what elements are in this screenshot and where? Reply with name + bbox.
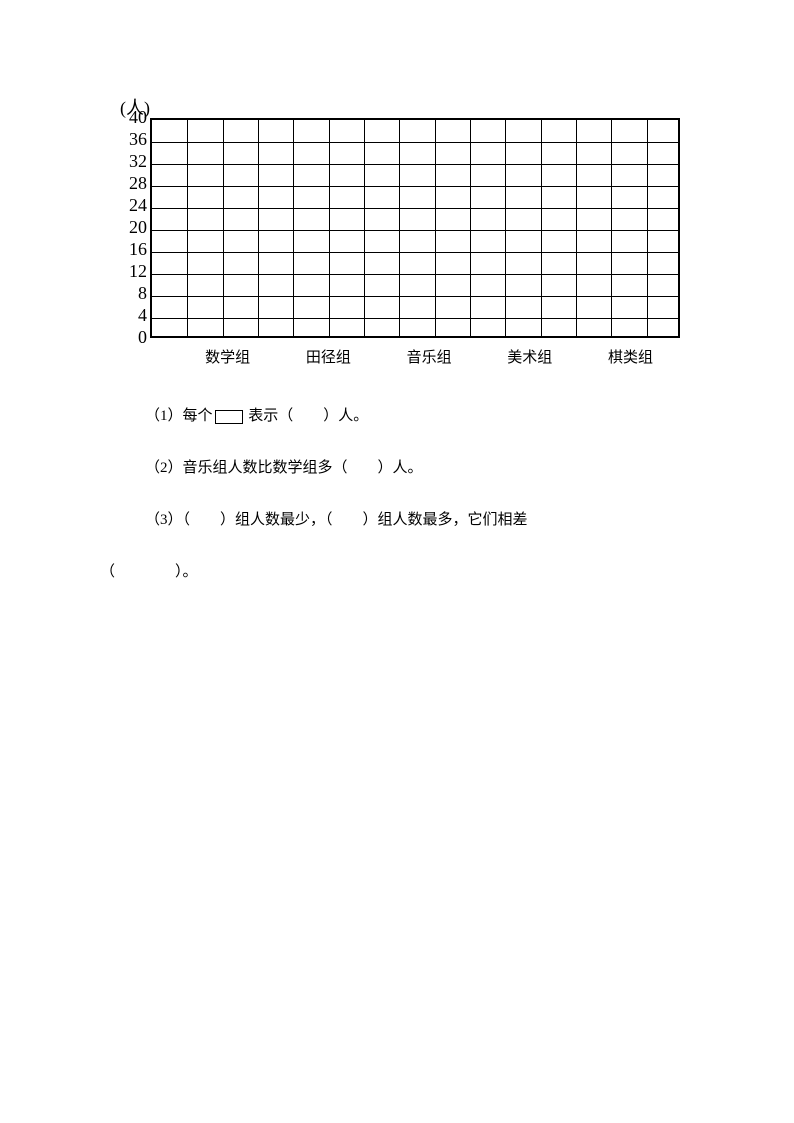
grid-v-line (329, 120, 330, 336)
grid-v-line (364, 120, 365, 336)
y-tick-4: 4 (97, 305, 147, 325)
grid-v-line (187, 120, 188, 336)
grid-h-line (152, 274, 678, 275)
grid-h-line (152, 252, 678, 253)
x-category-chess: 棋类组 (601, 346, 661, 367)
x-category-athletics: 田径组 (298, 346, 358, 367)
grid-v-line (647, 120, 648, 336)
question-3-line2: （ ）。 (100, 551, 680, 593)
y-tick-20: 20 (97, 217, 147, 237)
grid-h-line (152, 164, 678, 165)
y-tick-24: 24 (97, 195, 147, 215)
x-category-music: 音乐组 (399, 346, 459, 367)
grid-v-line (258, 120, 259, 336)
y-tick-40: 40 (97, 107, 147, 127)
grid-v-line (435, 120, 436, 336)
q1-text-before: （1）每个 (145, 408, 213, 424)
y-tick-0: 0 (97, 327, 147, 347)
grid-h-line (152, 142, 678, 143)
questions-block: （1）每个 表示（ ）人。 （2）音乐组人数比数学组多（ ）人。 （3）（ ）组… (100, 395, 680, 603)
question-2: （2）音乐组人数比数学组多（ ）人。 (100, 447, 680, 489)
y-tick-28: 28 (97, 173, 147, 193)
grid-v-line (505, 120, 506, 336)
grid-v-line (611, 120, 612, 336)
grid-v-line (293, 120, 294, 336)
question-3-line1: （3）（ ）组人数最少，（ ）组人数最多，它们相差 (100, 499, 680, 541)
grid-v-line (223, 120, 224, 336)
box-icon (215, 410, 243, 424)
y-tick-12: 12 (97, 261, 147, 281)
grid-h-line (152, 318, 678, 319)
y-tick-16: 16 (97, 239, 147, 259)
grid-h-line (152, 186, 678, 187)
grid-v-line (399, 120, 400, 336)
grid-v-line (576, 120, 577, 336)
chart-grid (150, 118, 680, 338)
grid-v-line (470, 120, 471, 336)
x-category-math: 数学组 (198, 346, 258, 367)
y-tick-32: 32 (97, 151, 147, 171)
grid-h-line (152, 208, 678, 209)
y-tick-36: 36 (97, 129, 147, 149)
grid-h-line (152, 230, 678, 231)
y-tick-8: 8 (97, 283, 147, 303)
question-1: （1）每个 表示（ ）人。 (100, 395, 680, 437)
grid-v-line (541, 120, 542, 336)
grid-h-line (152, 296, 678, 297)
x-category-art: 美术组 (500, 346, 560, 367)
q1-text-after: 表示（ ）人。 (248, 408, 368, 424)
